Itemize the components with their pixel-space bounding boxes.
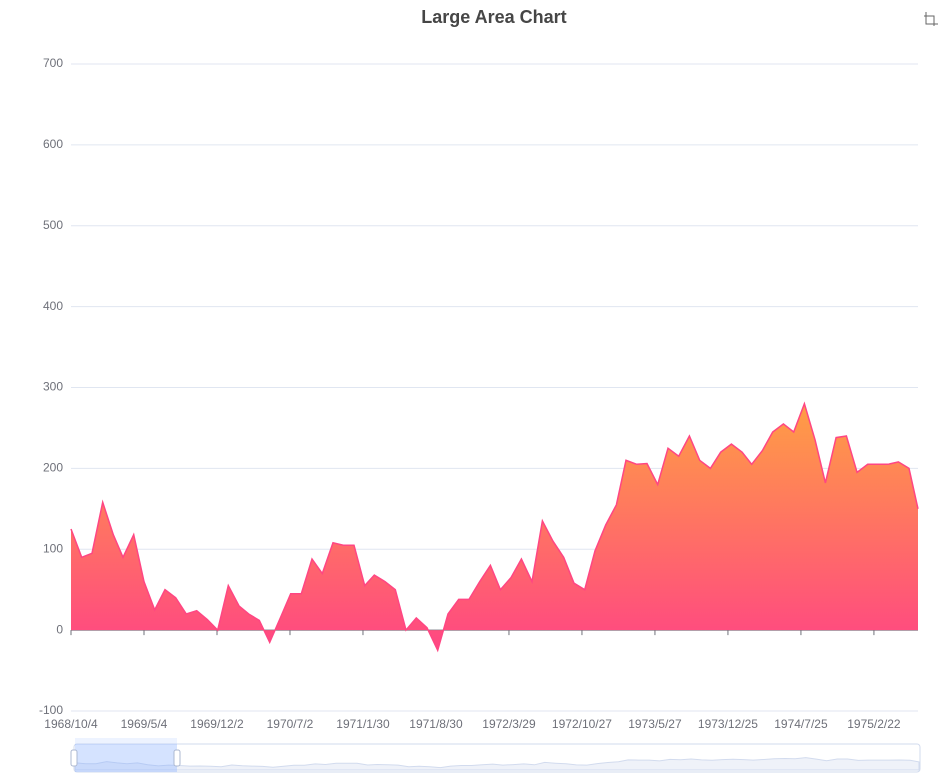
- x-tick-label: 1971/1/30: [336, 717, 390, 731]
- area-line: [70, 401, 919, 653]
- data-zoom-slider[interactable]: [70, 738, 921, 773]
- x-tick-label: 1972/10/27: [552, 717, 612, 731]
- slider-top-bar: [75, 738, 177, 744]
- area-fill: [71, 403, 918, 651]
- x-tick-label: 1973/5/27: [628, 717, 682, 731]
- y-tick-label: 700: [43, 56, 63, 70]
- slider-handle[interactable]: [70, 749, 78, 767]
- x-tick-label: 1969/5/4: [121, 717, 168, 731]
- zoom-reset-icon[interactable]: [924, 12, 938, 26]
- x-tick-label: 1972/3/29: [482, 717, 536, 731]
- y-tick-label: -100: [39, 703, 63, 717]
- toolbox-icon[interactable]: [924, 12, 938, 26]
- y-tick-label: 600: [43, 137, 63, 151]
- y-tick-label: 0: [56, 622, 63, 636]
- slider-handle[interactable]: [173, 749, 181, 767]
- x-tick-label: 1973/12/25: [698, 717, 758, 731]
- chart-title: Large Area Chart: [421, 7, 566, 27]
- y-tick-label: 500: [43, 218, 63, 232]
- y-tick-label: 200: [43, 461, 63, 475]
- slider-selection: [75, 744, 177, 772]
- x-tick-label: 1971/8/30: [409, 717, 463, 731]
- data-shadow: [74, 757, 920, 771]
- x-tick-label: 1968/10/4: [44, 717, 98, 731]
- y-tick-label: 300: [43, 380, 63, 394]
- y-tick-label: 400: [43, 299, 63, 313]
- x-tick-label: 1974/7/25: [774, 717, 828, 731]
- x-tick-label: 1969/12/2: [190, 717, 244, 731]
- x-tick-label: 1975/2/22: [847, 717, 901, 731]
- y-tick-label: 100: [43, 541, 63, 555]
- x-tick-label: 1970/7/2: [267, 717, 314, 731]
